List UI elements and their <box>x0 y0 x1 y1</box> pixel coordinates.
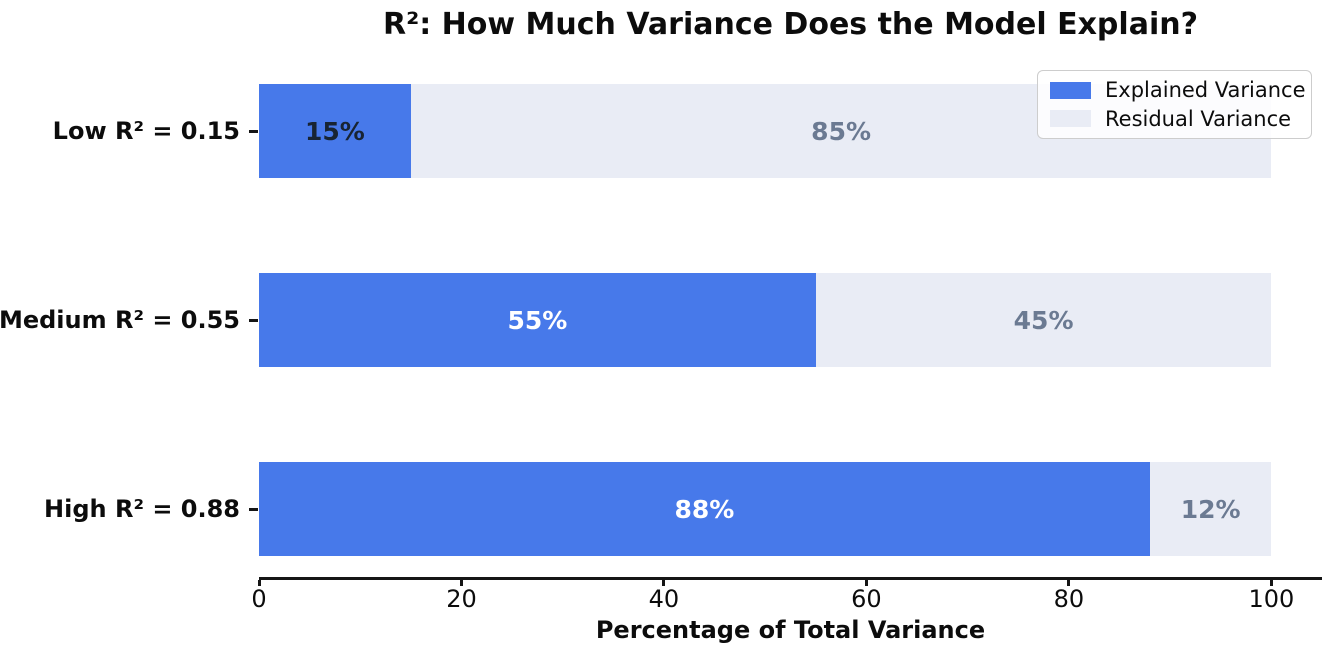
x-tick-label: 20 <box>446 585 477 613</box>
bar-value-label: 55% <box>507 305 568 335</box>
y-tick-mark <box>249 319 258 322</box>
y-category-label: Medium R² = 0.55 <box>0 306 240 334</box>
chart-title: R²: How Much Variance Does the Model Exp… <box>383 7 1198 42</box>
bar-value-label: 85% <box>811 116 872 146</box>
x-tick-label: 0 <box>251 585 267 613</box>
y-tick-mark <box>249 508 258 511</box>
x-axis-title: Percentage of Total Variance <box>595 616 986 644</box>
x-tick-mark <box>662 580 666 586</box>
bar-row: 88% 12% <box>259 462 1272 556</box>
x-tick-label: 60 <box>851 585 882 613</box>
residual-segment: 12% <box>1149 462 1272 556</box>
y-category-label: High R² = 0.88 <box>44 495 240 523</box>
x-tick-mark <box>459 580 463 586</box>
x-tick-label: 100 <box>1248 585 1295 613</box>
legend-swatch-residual <box>1050 110 1091 128</box>
legend-item-explained: Explained Variance <box>1050 78 1306 102</box>
explained-segment: 15% <box>259 84 411 178</box>
legend-label-explained: Explained Variance <box>1105 78 1306 103</box>
plot-area: 15% 85% 55% 45% 88% 12% <box>259 62 1322 580</box>
x-tick-mark <box>1269 580 1273 586</box>
x-tick-mark <box>864 580 868 586</box>
x-tick-label: 40 <box>648 585 680 613</box>
y-category-label: Low R² = 0.15 <box>52 117 240 145</box>
bar-value-label: 88% <box>674 494 735 524</box>
bar-row: 55% 45% <box>259 273 1272 367</box>
bar-value-label: 45% <box>1013 305 1074 335</box>
residual-segment: 45% <box>815 273 1272 367</box>
legend-item-residual: Residual Variance <box>1050 107 1299 131</box>
x-tick-label: 80 <box>1053 585 1085 613</box>
explained-segment: 88% <box>259 462 1150 556</box>
x-tick-mark <box>257 580 261 586</box>
explained-segment: 55% <box>259 273 816 367</box>
legend-swatch-explained <box>1050 81 1091 99</box>
x-tick-mark <box>1067 580 1071 586</box>
y-tick-mark <box>249 130 258 133</box>
legend-label-residual: Residual Variance <box>1105 106 1292 131</box>
bar-value-label: 15% <box>305 116 365 146</box>
bar-value-label: 12% <box>1180 494 1241 524</box>
legend: Explained Variance Residual Variance <box>1037 70 1312 139</box>
